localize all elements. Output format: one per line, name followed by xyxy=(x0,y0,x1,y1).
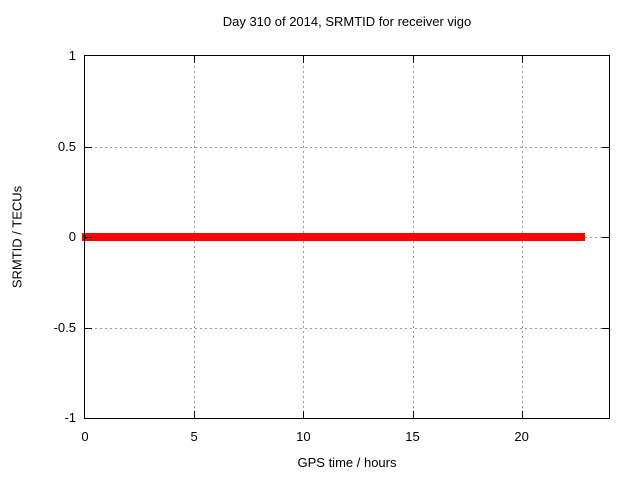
y-tick-label: 1 xyxy=(68,48,76,63)
x-tick-bottom-10 xyxy=(303,411,304,418)
x-tick-top-20 xyxy=(522,56,523,63)
y-tick-right-0.5 xyxy=(602,147,609,148)
x-tick-label: 0 xyxy=(81,429,89,444)
x-tick-top-5 xyxy=(194,56,195,63)
y-tick-label: 0 xyxy=(68,229,76,244)
y-tick-left--0.5 xyxy=(85,328,92,329)
y-tick-right-0 xyxy=(602,237,609,238)
chart-title: Day 310 of 2014, SRMTID for receiver vig… xyxy=(222,14,472,29)
gridline-y-0.5 xyxy=(85,147,609,148)
x-tick-label: 15 xyxy=(405,429,420,444)
gridline-y--0.5 xyxy=(85,328,609,329)
x-tick-bottom-5 xyxy=(194,411,195,418)
x-tick-label: 5 xyxy=(190,429,198,444)
x-tick-top-10 xyxy=(303,56,304,63)
x-tick-top-15 xyxy=(413,56,414,63)
series-line-srmtid xyxy=(82,233,585,241)
y-tick-label: -0.5 xyxy=(53,320,76,335)
y-tick-left-0.5 xyxy=(85,147,92,148)
y-tick-label: 0.5 xyxy=(57,139,76,154)
y-tick-label: -1 xyxy=(64,410,76,425)
x-tick-bottom-20 xyxy=(522,411,523,418)
x-tick-label: 10 xyxy=(296,429,311,444)
y-tick-right--0.5 xyxy=(602,328,609,329)
plot-area xyxy=(82,55,610,419)
x-tick-label: 20 xyxy=(514,429,529,444)
x-axis-label: GPS time / hours xyxy=(297,455,397,470)
y-tick-left-0 xyxy=(85,237,92,238)
x-tick-bottom-15 xyxy=(413,411,414,418)
